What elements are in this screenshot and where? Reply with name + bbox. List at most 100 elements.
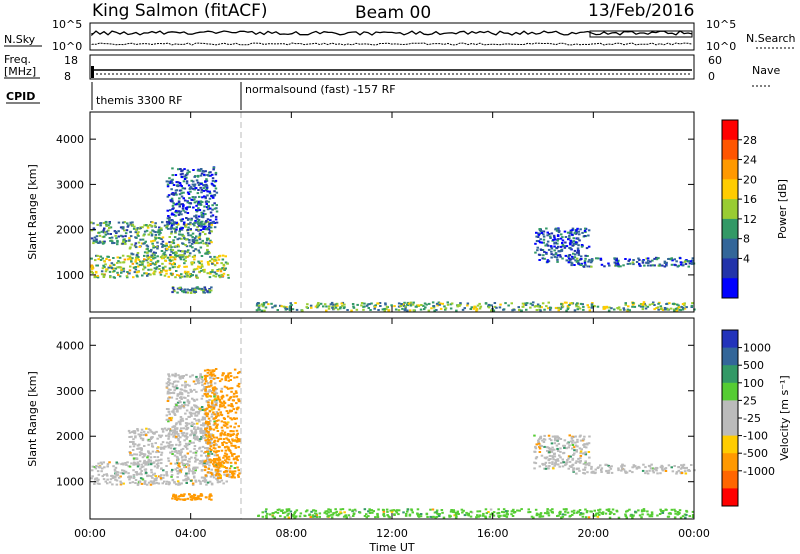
power-echo-cell	[108, 237, 112, 239]
velocity-echo-cell	[135, 473, 139, 476]
velocity-echo-cell	[511, 515, 515, 517]
velocity-echo-cell	[188, 460, 191, 463]
velocity-echo-cell	[167, 373, 170, 376]
power-echo-cell	[174, 276, 177, 279]
velocity-echo-cell	[185, 432, 188, 435]
power-echo-cell	[200, 224, 203, 227]
velocity-echo-cell	[205, 427, 208, 430]
velocity-echo-cell	[219, 403, 222, 406]
velocity-echo-cell	[238, 371, 241, 373]
cpid-entry-1: themis 3300 RF	[96, 94, 183, 107]
velocity-echo-cell	[187, 394, 190, 397]
velocity-echo-cell	[147, 428, 151, 431]
velocity-echo-cell	[178, 407, 181, 410]
power-echo-cell	[168, 262, 172, 265]
velocity-echo-cell	[219, 437, 222, 440]
velocity-echo-cell	[228, 449, 231, 452]
velocity-echo-cell	[637, 465, 640, 468]
velocity-echo-cell	[325, 512, 328, 515]
power-echo-cell	[671, 259, 674, 262]
power-echo-cell	[174, 230, 177, 233]
velocity-echo-cell	[208, 373, 212, 376]
power-echo-cell	[556, 258, 559, 261]
power-echo-cell	[529, 302, 533, 305]
velocity-echo-cell	[605, 463, 609, 466]
velocity-echo-cell	[200, 454, 203, 457]
power-echo-cell	[209, 271, 213, 274]
velocity-echo-cell	[225, 456, 229, 459]
velocity-echo-cell	[204, 459, 207, 462]
velocity-echo-cell	[182, 375, 185, 377]
power-echo-cell	[136, 227, 139, 230]
power-echo-cell	[174, 254, 177, 256]
velocity-echo-cell	[659, 508, 662, 511]
velocity-echo-cell	[156, 437, 159, 440]
velocity-echo-cell	[207, 434, 211, 437]
power-echo-cell	[552, 238, 555, 241]
power-echo-cell	[213, 194, 217, 196]
power-echo-cell	[214, 173, 218, 176]
power-echo-cell	[173, 290, 176, 293]
velocity-echo-cell	[197, 497, 200, 499]
velocity-echo-cell	[224, 469, 228, 472]
velocity-echo-cell	[191, 470, 194, 473]
velocity-echo-cell	[651, 467, 654, 470]
power-echo-cell	[342, 307, 346, 310]
power-echo-cell	[213, 259, 216, 262]
velocity-echo-cell	[198, 447, 201, 450]
velocity-echo-cell	[176, 470, 179, 473]
velocity-echo-cell	[551, 456, 555, 459]
power-echo-cell	[677, 264, 681, 267]
power-echo-cell	[523, 303, 526, 306]
velocity-echo-cell	[226, 412, 230, 415]
power-echo-cell	[206, 190, 209, 193]
velocity-echo-cell	[220, 397, 224, 400]
power-echo-cell	[565, 259, 568, 262]
velocity-echo-cell	[104, 480, 107, 483]
velocity-echo-cell	[625, 471, 629, 474]
velocity-echo-cell	[115, 462, 118, 465]
power-echo-cell	[93, 276, 96, 279]
power-echo-cell	[360, 304, 363, 307]
velocity-echo-cell	[196, 458, 199, 461]
velocity-echo-cell	[139, 472, 142, 475]
power-echo-cell	[586, 265, 589, 268]
xtick-label: 20:00	[577, 527, 609, 540]
velocity-echo-cell	[154, 479, 157, 482]
power-echo-cell	[542, 254, 545, 257]
velocity-echo-cell	[210, 483, 214, 486]
power-echo-cell	[141, 238, 145, 241]
power-echo-cell	[629, 262, 632, 265]
power-echo-cell	[642, 259, 645, 261]
power-echo-cell	[192, 180, 195, 183]
velocity-echo-cell	[518, 509, 521, 512]
velocity-echo-cell	[145, 462, 148, 465]
power-echo-cell	[191, 287, 194, 290]
power-echo-cell	[192, 169, 195, 171]
velocity-echo-cell	[557, 463, 560, 466]
power-echo-cell	[143, 272, 146, 275]
power-echo-cell	[653, 257, 656, 260]
velocity-echo-cell	[170, 470, 173, 473]
velocity-echo-cell	[308, 513, 311, 516]
velocity-echo-cell	[194, 498, 197, 501]
velocity-echo-cell	[684, 516, 687, 519]
power-echo-cell	[222, 272, 226, 275]
velocity-echo-cell	[201, 445, 205, 448]
velocity-echo-cell	[122, 469, 126, 472]
velocity-echo-cell	[165, 414, 169, 417]
velocity-echo-cell	[625, 510, 628, 513]
velocity-echo-cell	[185, 472, 188, 475]
velocity-echo-cell	[232, 395, 235, 398]
velocity-echo-cell	[644, 472, 647, 475]
power-echo-cell	[306, 303, 309, 306]
velocity-echo-cell	[141, 456, 145, 459]
velocity-echo-cell	[179, 430, 183, 432]
velocity-echo-cell	[229, 396, 233, 399]
power-echo-cell	[316, 304, 319, 307]
velocity-echo-cell	[232, 392, 236, 395]
velocity-echo-cell	[572, 509, 576, 512]
power-echo-cell	[133, 271, 137, 274]
velocity-echo-cell	[206, 425, 209, 428]
velocity-echo-cell	[365, 513, 368, 516]
